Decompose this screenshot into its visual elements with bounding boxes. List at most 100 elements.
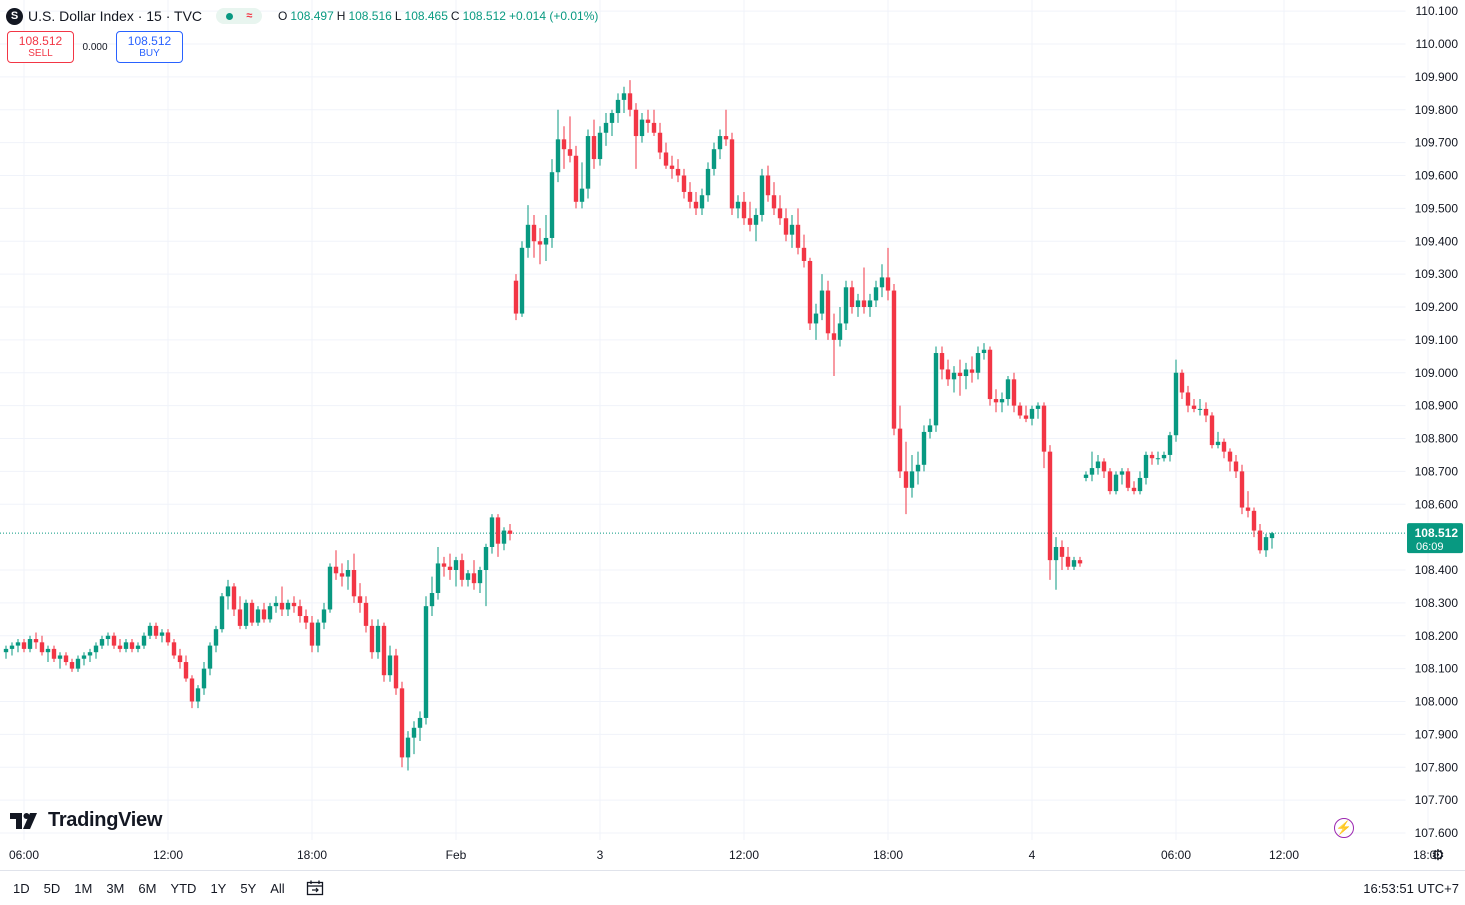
candle-body [1191, 405, 1197, 409]
candle-body [1059, 546, 1065, 557]
range-button-6m[interactable]: 6M [138, 880, 157, 896]
candle [249, 599, 255, 626]
candle-body [465, 573, 471, 580]
candle [657, 122, 663, 160]
candle-body [1179, 372, 1185, 393]
lightning-icon[interactable]: ⚡ [1334, 818, 1354, 838]
candle-body [291, 602, 297, 607]
candle-body [435, 563, 441, 594]
range-button-ytd[interactable]: YTD [170, 880, 197, 896]
price-tick-label: 109.300 [1415, 267, 1459, 281]
time-tick-label: Feb [446, 848, 467, 862]
candle [147, 622, 153, 640]
range-button-3m[interactable]: 3M [106, 880, 125, 896]
trade-buttons: 108.512 SELL 0.000 108.512 BUY [7, 31, 183, 63]
candle-body [459, 560, 465, 580]
candle-body [1131, 487, 1137, 492]
range-button-1m[interactable]: 1M [74, 880, 93, 896]
calendar-goto-icon[interactable] [306, 880, 324, 896]
candle [501, 527, 507, 551]
range-button-5d[interactable]: 5D [43, 880, 61, 896]
range-button-5y[interactable]: 5Y [240, 880, 257, 896]
tradingview-logo-icon [10, 812, 37, 829]
candle-body [81, 655, 87, 659]
candle-body [747, 218, 753, 225]
last-price-badge [1407, 523, 1463, 554]
candle [423, 596, 429, 725]
candle [627, 80, 633, 117]
range-button-1d[interactable]: 1D [13, 880, 30, 896]
candle [213, 625, 219, 653]
price-chart[interactable]: 110.100 110.000 109.900 109.800 109.700 109.6… [0, 0, 1465, 870]
candle-body [243, 602, 249, 626]
candle [957, 359, 963, 396]
candle-body [375, 625, 381, 653]
candle [783, 208, 789, 242]
candle [867, 293, 873, 317]
settings-gear-icon[interactable]: ⚙ [1431, 847, 1445, 864]
sell-button[interactable]: 108.512 SELL [7, 31, 74, 63]
candle-body [543, 237, 549, 245]
candle-body [717, 136, 723, 150]
candle-body [1137, 477, 1143, 492]
candle [141, 632, 147, 649]
candle [621, 86, 627, 114]
candle [219, 593, 225, 633]
candle [969, 356, 975, 383]
candle-body [201, 668, 207, 689]
candle [903, 441, 909, 515]
candle [459, 553, 465, 587]
candle [417, 711, 423, 741]
range-button-all[interactable]: All [270, 880, 285, 896]
candle [1257, 523, 1263, 554]
candle-body [333, 566, 339, 574]
candle-body [855, 300, 861, 307]
low-value: 108.465 [404, 9, 448, 23]
price-tick-label: 109.600 [1415, 169, 1459, 183]
candle-body [15, 642, 21, 646]
symbol-title[interactable]: U.S. Dollar Index · 15 · TVC [28, 8, 203, 24]
buy-button[interactable]: 108.512 BUY [116, 31, 183, 63]
candle-body [1263, 537, 1269, 551]
candle [165, 629, 171, 646]
time-zone-clock[interactable]: 16:53:51 UTC+7 [1363, 880, 1459, 896]
tradingview-logo[interactable]: TradingView [10, 809, 162, 832]
candle-body [141, 635, 147, 646]
candle-body [351, 570, 357, 597]
price-tick-label: 109.100 [1415, 333, 1459, 347]
candle [507, 523, 513, 541]
candle-body [651, 122, 657, 133]
candle [1113, 471, 1119, 495]
candle [447, 553, 453, 580]
sell-label: SELL [28, 48, 53, 59]
candle [1245, 491, 1251, 518]
candle-body [723, 136, 729, 140]
candle [939, 346, 945, 380]
candle [3, 645, 9, 659]
candle [1035, 402, 1041, 419]
candle-body [795, 224, 801, 248]
candle-body [1113, 474, 1119, 492]
candle [537, 228, 543, 265]
candle-body [1215, 441, 1221, 446]
candle-body [681, 175, 687, 192]
low-label: L [394, 9, 402, 23]
candle [33, 632, 39, 649]
candle [297, 599, 303, 623]
candle [837, 307, 843, 347]
candle-body [447, 566, 453, 570]
candle [1077, 556, 1083, 567]
candle [717, 129, 723, 160]
range-button-1y[interactable]: 1Y [210, 880, 227, 896]
candle-body [909, 471, 915, 488]
market-status-pill[interactable]: ≈ [216, 8, 263, 24]
close-label: C [450, 9, 460, 23]
symbol-logo-icon: S [6, 7, 23, 25]
candle-body [273, 602, 279, 607]
candle-body [1011, 379, 1017, 406]
price-tick-label: 110.000 [1416, 37, 1459, 51]
candle [1119, 468, 1125, 485]
candle [315, 619, 321, 653]
candle [1137, 471, 1143, 495]
candle-body [1245, 507, 1251, 511]
